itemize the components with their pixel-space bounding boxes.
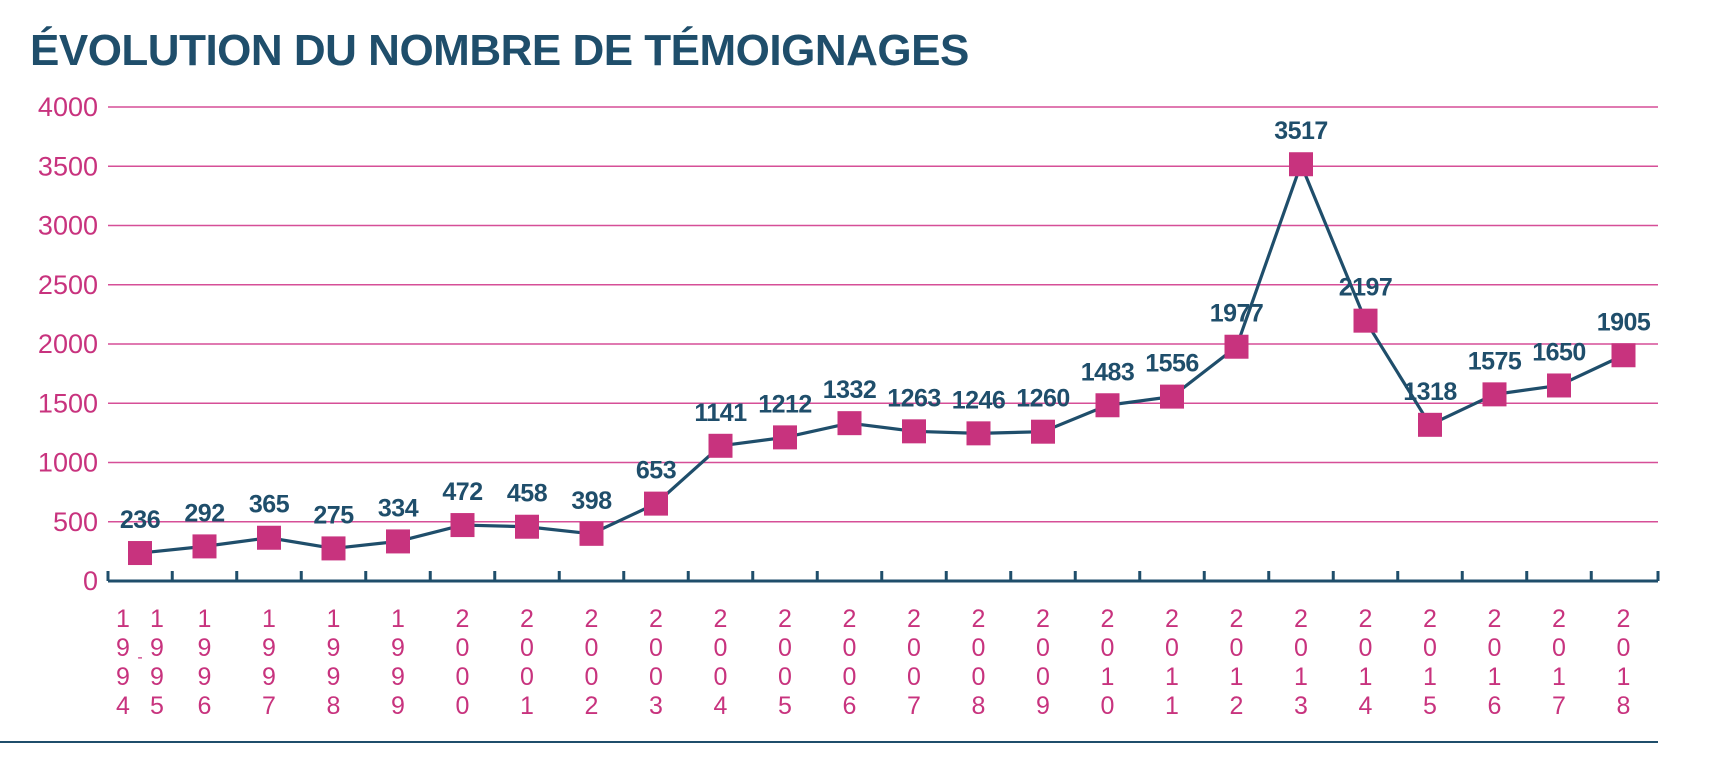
data-label: 365	[249, 491, 290, 519]
data-label: 275	[313, 501, 354, 529]
data-label: 334	[378, 494, 419, 522]
data-marker	[1224, 334, 1249, 359]
data-marker	[708, 433, 733, 458]
data-label: 1246	[952, 386, 1006, 414]
data-marker	[450, 513, 475, 538]
x-axis	[106, 571, 1660, 583]
data-marker	[966, 421, 991, 446]
data-marker	[386, 529, 410, 554]
data-marker	[773, 425, 797, 450]
data-marker	[128, 541, 152, 566]
data-marker	[579, 521, 604, 546]
data-marker	[1482, 382, 1507, 407]
y-tick-label: 3500	[38, 151, 98, 181]
data-marker	[1289, 152, 1313, 177]
y-tick-label: 3000	[38, 211, 98, 241]
data-marker	[192, 534, 217, 559]
data-label: 2197	[1339, 274, 1393, 302]
chart-title: ÉVOLUTION DU NOMBRE DE TÉMOIGNAGES	[30, 26, 969, 75]
data-label: 1483	[1081, 358, 1135, 386]
data-label: 458	[507, 480, 548, 508]
y-tick-label: 4000	[38, 92, 98, 122]
data-marker	[1095, 393, 1120, 418]
y-tick-labels: 0 500 1000 1500 2000 2500 3000 3500 4000	[38, 92, 98, 596]
data-label: 1318	[1403, 378, 1457, 406]
grid-lines	[108, 106, 1658, 523]
data-marker	[837, 411, 862, 436]
y-tick-label: 0	[83, 566, 98, 596]
data-label: 3517	[1274, 117, 1328, 145]
data-marker	[902, 419, 926, 444]
data-marker	[1160, 384, 1184, 409]
data-label: 472	[442, 478, 482, 506]
y-tick-label: 500	[53, 507, 98, 537]
data-marker	[1353, 308, 1378, 333]
data-marker	[515, 514, 539, 539]
data-marker	[644, 491, 668, 516]
x-tick-label: 1 9 9 41 9 9 5-	[116, 605, 164, 720]
y-tick-label: 1500	[38, 388, 98, 418]
data-marker	[321, 536, 346, 561]
data-label: 1263	[887, 384, 941, 412]
series-line-path	[139, 162, 1625, 555]
data-marker	[257, 525, 281, 550]
data-label: 292	[184, 499, 224, 527]
data-marker	[1418, 412, 1442, 437]
data-label: 1332	[823, 376, 877, 404]
data-label: 653	[636, 457, 676, 485]
y-tick-label: 2000	[38, 329, 98, 359]
data-label: 1905	[1597, 308, 1651, 336]
data-label: 1650	[1532, 338, 1586, 366]
data-markers	[128, 152, 1636, 566]
data-label: 1556	[1145, 350, 1199, 378]
data-label: 1977	[1210, 300, 1264, 328]
data-label: 236	[120, 506, 160, 534]
data-marker	[1611, 343, 1636, 368]
x-tick-labels: 1 9 9 41 9 9 5- 1 9 9 6 1 9 9 7 1 9 9 8 1 9 9 9 2 0 0 0 2 0 0 1 2 0 0 2 2 0 0…	[116, 605, 1630, 720]
data-label: 398	[571, 487, 612, 515]
y-tick-label: 2500	[38, 270, 98, 300]
data-label: 1141	[694, 399, 747, 427]
data-marker	[1031, 419, 1055, 444]
data-labels: 236 292 365 275 334 472 458 398 653 1141 1212 1332 1…	[120, 117, 1652, 534]
data-label: 1212	[758, 390, 812, 418]
data-label: 1260	[1016, 385, 1070, 413]
data-marker	[1547, 373, 1571, 398]
y-tick-label: 1000	[38, 448, 98, 478]
data-label: 1575	[1468, 347, 1522, 375]
series-line	[139, 162, 1625, 555]
